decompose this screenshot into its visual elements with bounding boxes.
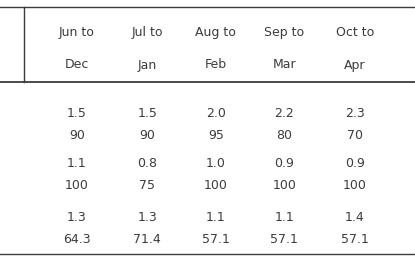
Text: 0.9: 0.9 [345, 157, 365, 170]
Text: 95: 95 [208, 129, 224, 142]
Text: 1.1: 1.1 [67, 157, 87, 170]
Text: Feb: Feb [205, 58, 227, 72]
Text: 1.4: 1.4 [345, 211, 365, 224]
Text: Apr: Apr [344, 58, 366, 72]
Text: 75: 75 [139, 179, 155, 192]
Text: 2.3: 2.3 [345, 107, 365, 120]
Text: Jun to: Jun to [59, 26, 95, 39]
Text: 100: 100 [204, 179, 228, 192]
Text: Sep to: Sep to [264, 26, 304, 39]
Text: 90: 90 [69, 129, 85, 142]
Text: Mar: Mar [273, 58, 296, 72]
Text: 64.3: 64.3 [63, 233, 90, 246]
Text: 100: 100 [343, 179, 367, 192]
Text: Jan: Jan [138, 58, 157, 72]
Text: Dec: Dec [65, 58, 89, 72]
Text: 2.0: 2.0 [206, 107, 226, 120]
Text: 1.3: 1.3 [67, 211, 87, 224]
Text: 57.1: 57.1 [270, 233, 298, 246]
Text: 100: 100 [272, 179, 296, 192]
Text: 57.1: 57.1 [202, 233, 230, 246]
Text: 0.9: 0.9 [274, 157, 294, 170]
Text: 1.0: 1.0 [206, 157, 226, 170]
Text: 57.1: 57.1 [341, 233, 369, 246]
Text: Oct to: Oct to [336, 26, 374, 39]
Text: Jul to: Jul to [132, 26, 163, 39]
Text: 70: 70 [347, 129, 363, 142]
Text: 80: 80 [276, 129, 292, 142]
Text: 1.1: 1.1 [274, 211, 294, 224]
Text: 2.2: 2.2 [274, 107, 294, 120]
Text: 71.4: 71.4 [134, 233, 161, 246]
Text: 90: 90 [139, 129, 155, 142]
Text: 1.5: 1.5 [67, 107, 87, 120]
Text: 1.5: 1.5 [137, 107, 157, 120]
Text: 1.3: 1.3 [137, 211, 157, 224]
Text: 100: 100 [65, 179, 89, 192]
Text: 0.8: 0.8 [137, 157, 157, 170]
Text: 1.1: 1.1 [206, 211, 226, 224]
Text: Aug to: Aug to [195, 26, 236, 39]
